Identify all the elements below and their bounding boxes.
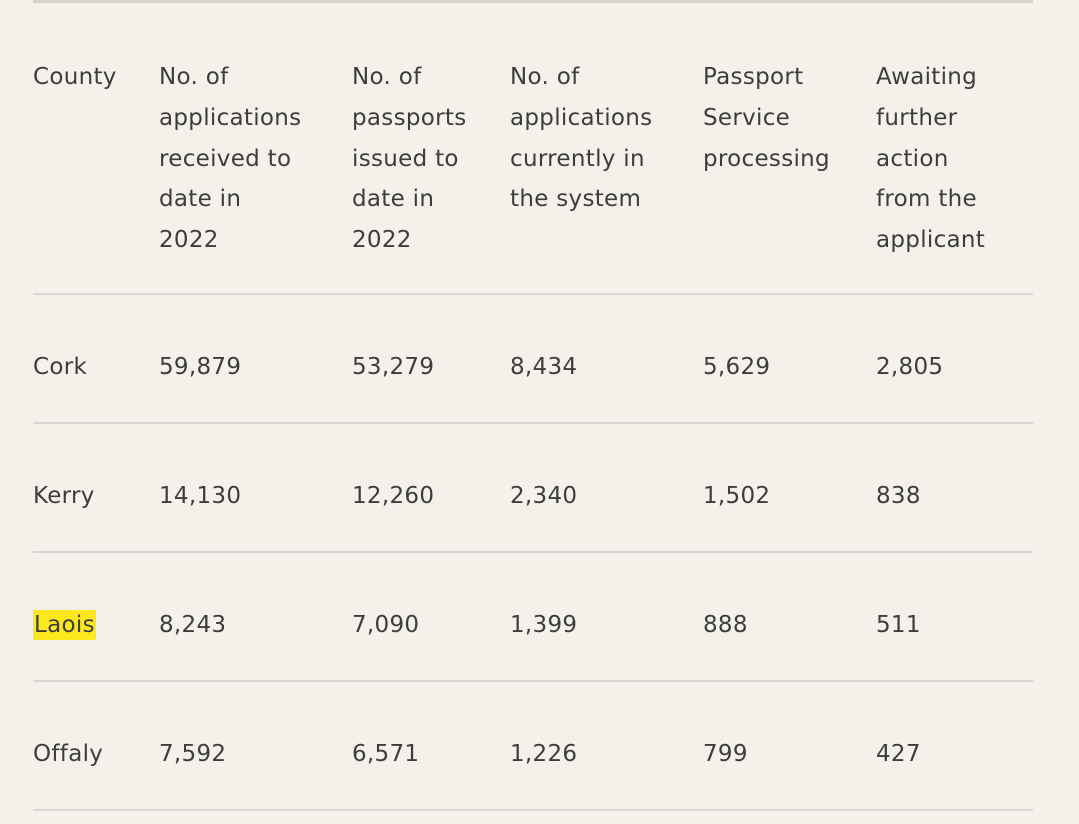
header-text: from the <box>876 186 977 213</box>
header-passport-service-processing: Passport Service processing <box>703 57 830 179</box>
header-text: applicant <box>876 227 986 253</box>
header-awaiting-applicant-action: Awaiting further action from the applica… <box>876 57 985 261</box>
highlighted-county: Laois <box>33 610 96 640</box>
header-text: Awaiting <box>876 64 978 90</box>
header-text: No. of <box>352 64 422 90</box>
table-row-cork: Cork 59,879 53,279 8,434 5,629 2,805 <box>33 295 1033 424</box>
header-text: processing <box>703 145 830 172</box>
header-text: No. of <box>510 64 580 90</box>
passports-issued-cell: 6,571 <box>352 741 420 767</box>
header-applications-in-system: No. of applications currently in the sys… <box>510 57 652 220</box>
applications-in-system-cell: 1,399 <box>510 612 578 638</box>
header-text: Service <box>703 104 791 131</box>
service-processing-cell: 799 <box>703 741 748 767</box>
awaiting-applicant-cell: 427 <box>876 741 921 767</box>
header-county: County <box>33 57 117 98</box>
table-row-offaly: Offaly 7,592 6,571 1,226 799 427 <box>33 682 1033 811</box>
applications-received-cell: 8,243 <box>159 612 227 638</box>
applications-in-system-cell: 1,226 <box>510 741 578 767</box>
county-cell: Offaly <box>33 741 104 767</box>
header-text: action <box>876 145 949 172</box>
awaiting-applicant-cell: 2,805 <box>876 354 944 380</box>
county-cell: Cork <box>33 354 88 380</box>
header-text: currently in <box>510 145 645 172</box>
passports-issued-cell: 53,279 <box>352 354 435 380</box>
header-text: 2022 <box>159 227 219 253</box>
header-text: date in <box>159 186 242 213</box>
top-divider <box>33 0 1033 3</box>
header-text: applications <box>159 104 302 131</box>
table-row-laois: Laois 8,243 7,090 1,399 888 511 <box>33 553 1033 682</box>
applications-in-system-cell: 8,434 <box>510 354 578 380</box>
header-text: No. of <box>159 64 229 90</box>
header-text: applications <box>510 104 653 131</box>
passport-applications-table: County No. of applications received to d… <box>33 0 1033 811</box>
table-header-row: County No. of applications received to d… <box>33 0 1033 295</box>
header-text: the system <box>510 186 642 213</box>
header-text: Passport <box>703 64 804 90</box>
service-processing-cell: 888 <box>703 612 748 638</box>
service-processing-cell: 5,629 <box>703 354 771 380</box>
table-row-kerry: Kerry 14,130 12,260 2,340 1,502 838 <box>33 424 1033 553</box>
awaiting-applicant-cell: 838 <box>876 483 921 509</box>
applications-in-system-cell: 2,340 <box>510 483 578 509</box>
header-passports-issued: No. of passports issued to date in 2022 <box>352 57 467 261</box>
county-cell: Kerry <box>33 483 95 509</box>
header-text: received to <box>159 145 292 172</box>
passports-issued-cell: 7,090 <box>352 612 420 638</box>
passports-issued-cell: 12,260 <box>352 483 435 509</box>
applications-received-cell: 7,592 <box>159 741 227 767</box>
header-text: passports <box>352 104 467 131</box>
header-text: further <box>876 104 958 131</box>
applications-received-cell: 14,130 <box>159 483 242 509</box>
service-processing-cell: 1,502 <box>703 483 771 509</box>
header-applications-received: No. of applications received to date in … <box>159 57 301 261</box>
county-cell: Laois <box>33 553 96 680</box>
header-text: 2022 <box>352 227 412 253</box>
header-text: date in <box>352 186 435 213</box>
header-text: County <box>33 64 117 90</box>
header-text: issued to <box>352 145 459 172</box>
applications-received-cell: 59,879 <box>159 354 242 380</box>
awaiting-applicant-cell: 511 <box>876 612 921 638</box>
